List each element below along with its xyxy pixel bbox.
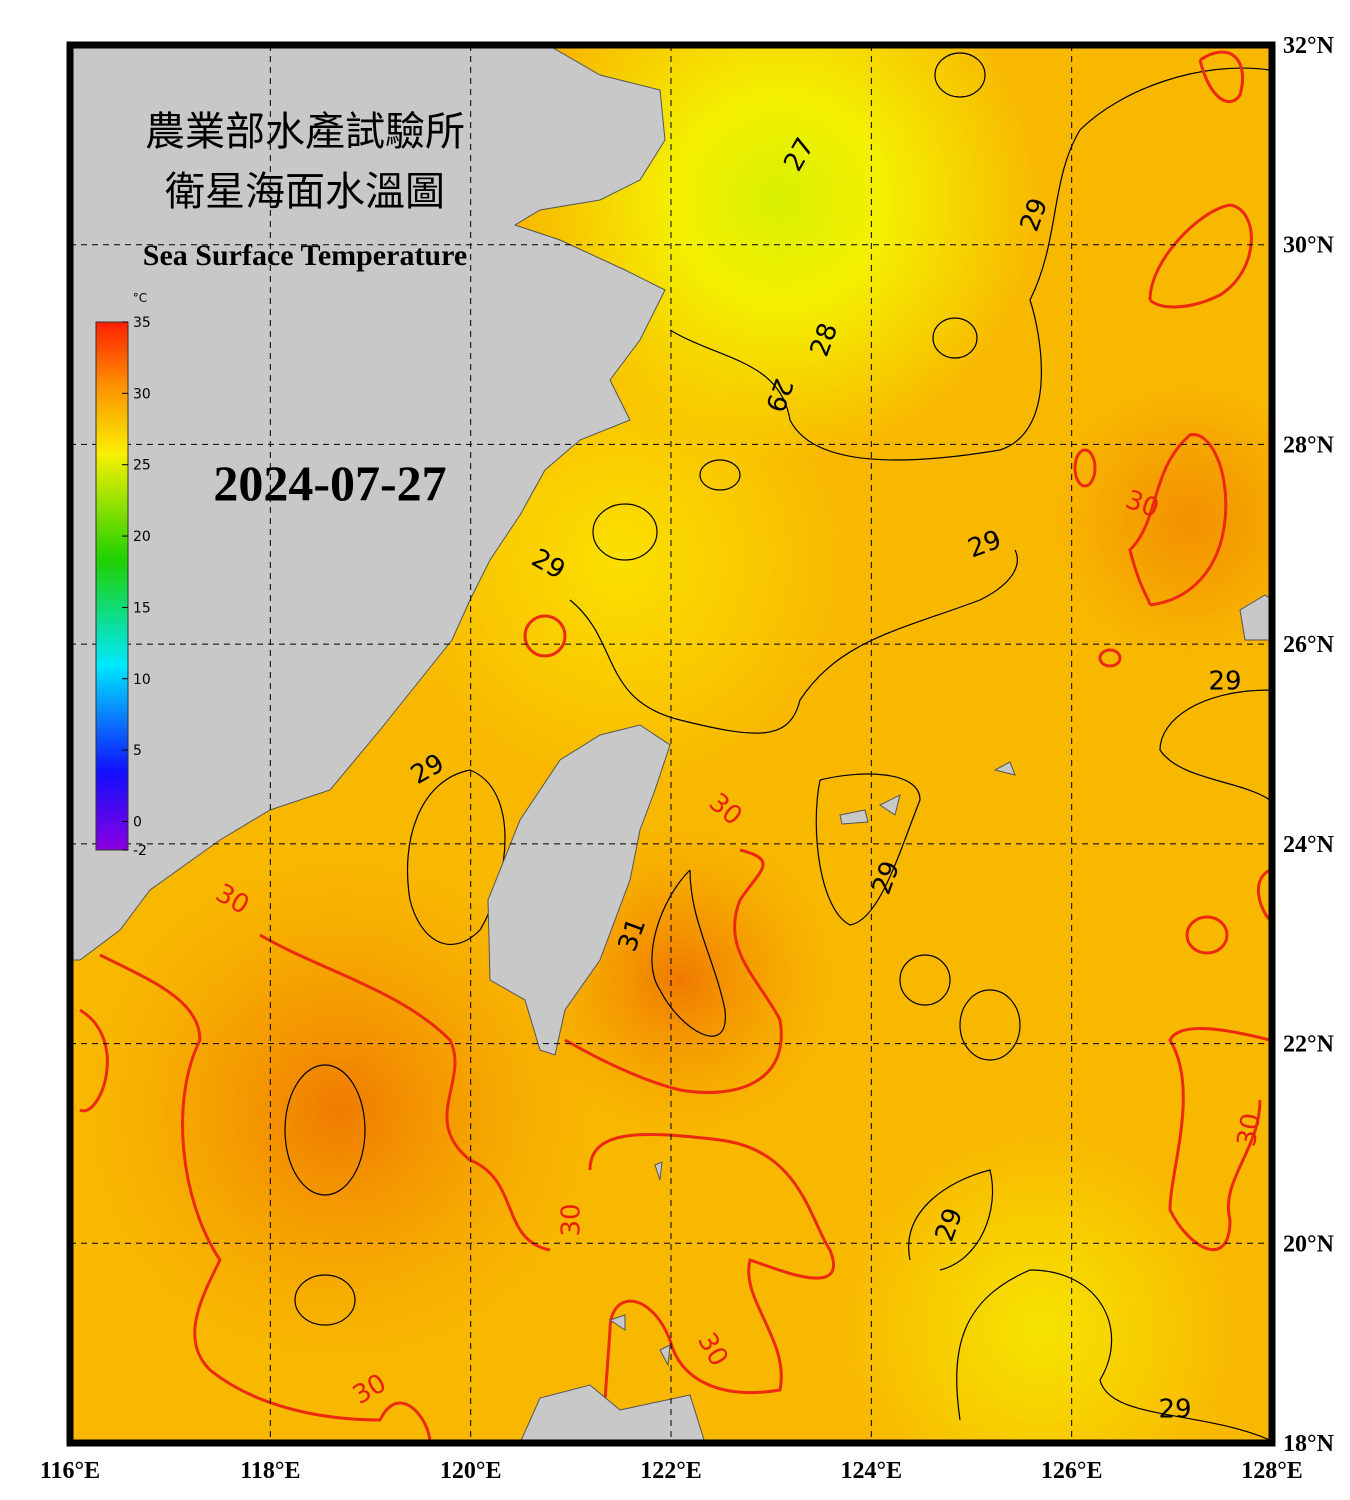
graticule: [70, 45, 1272, 1443]
lon-label: 128°E: [1241, 1458, 1303, 1484]
colorbar-label: 25: [133, 458, 151, 474]
lat-label: 18°N: [1283, 1431, 1335, 1457]
lat-label: 28°N: [1283, 432, 1335, 458]
lon-label: 116°E: [40, 1458, 100, 1484]
lat-label: 32°N: [1283, 33, 1335, 59]
contour-label: 30: [557, 1203, 587, 1236]
colorbar: [95, 321, 129, 851]
title-zh: 衛星海面水溫圖: [165, 169, 445, 215]
colorbar-label: 5: [133, 743, 142, 759]
lat-label: 30°N: [1283, 233, 1335, 259]
colorbar-label: 20: [133, 529, 151, 545]
lon-label: 124°E: [841, 1458, 903, 1484]
contours-29: [284, 52, 1271, 1441]
contour-label: 30: [1232, 1111, 1267, 1149]
title-en: Sea Surface Temperature: [143, 239, 467, 272]
colorbar-unit: °C: [133, 291, 147, 305]
lon-label: 120°E: [440, 1458, 502, 1484]
colorbar-label: 15: [133, 600, 151, 616]
contour-label: 29: [1208, 667, 1241, 697]
date: 2024-07-27: [213, 455, 446, 511]
lat-label: 20°N: [1283, 1231, 1335, 1257]
colorbar-label: 35: [133, 315, 151, 331]
map-frame: [66, 41, 1276, 1447]
lon-label: 122°E: [640, 1458, 702, 1484]
lat-label: 26°N: [1283, 632, 1335, 658]
lon-label: 118°E: [240, 1458, 300, 1484]
colorbar-label: 0: [133, 814, 142, 830]
contour-label: 29: [1158, 1395, 1191, 1425]
title-zh: 農業部水產試驗所: [145, 109, 465, 155]
lon-label: 126°E: [1041, 1458, 1103, 1484]
contours-30: [79, 50, 1272, 1443]
colorbar-label: -2: [133, 843, 147, 859]
colorbar-label: 30: [133, 386, 151, 402]
land: [70, 45, 1272, 1443]
colorbar-label: 10: [133, 672, 151, 688]
lat-label: 22°N: [1283, 1032, 1335, 1058]
lat-label: 24°N: [1283, 832, 1335, 858]
